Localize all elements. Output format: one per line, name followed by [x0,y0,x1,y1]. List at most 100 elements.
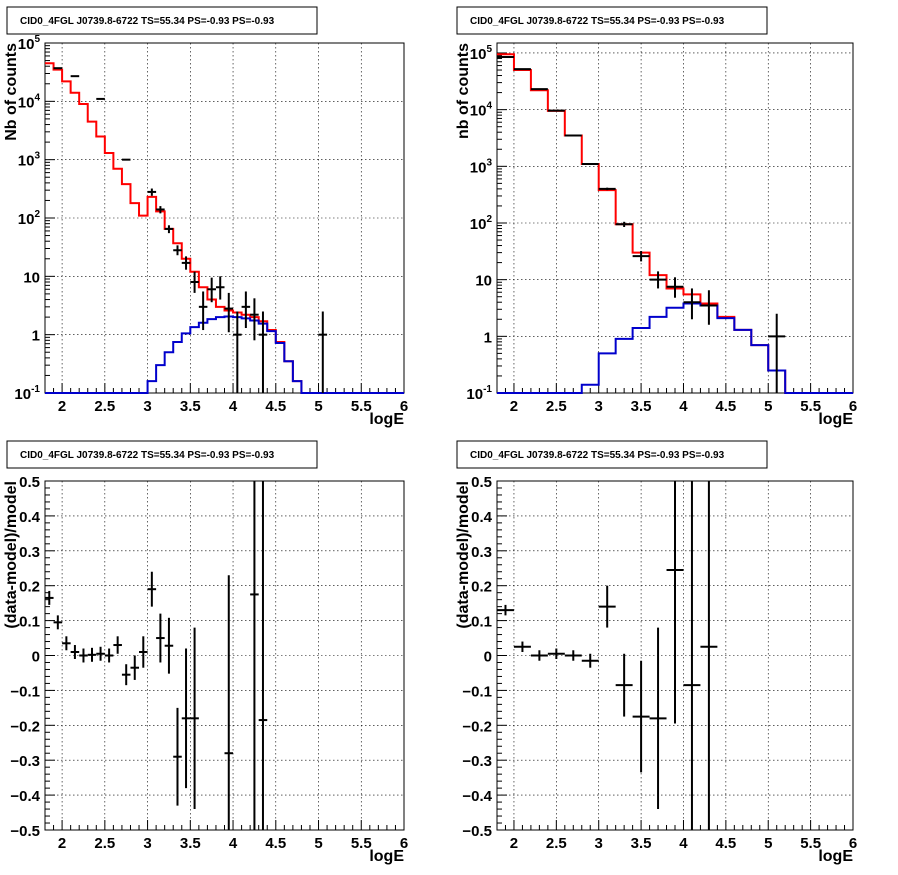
data-point [683,481,701,830]
data-point [547,648,565,659]
y-tick-label: −0.5 [10,823,40,840]
title-box [456,440,768,469]
data-point [130,655,140,680]
x-tick-label: 6 [849,835,857,852]
data-point [224,575,234,830]
x-tick-label: 5 [314,835,322,852]
x-tick-label: 6 [849,398,857,415]
data-point [666,481,684,724]
y-tick-label: 102 [470,214,493,233]
data-point [632,660,650,773]
histogram-series-red [45,62,404,394]
x-tick-label: 5 [764,835,772,852]
data-point [190,627,199,810]
data-point [258,481,268,830]
x-tick-label: 3 [595,835,603,852]
data-point [156,206,165,214]
y-tick-label: 0.2 [19,579,40,596]
x-tick-label: 5.5 [800,398,821,415]
data-point [649,271,667,289]
x-tick-label: 2.5 [546,835,567,852]
data-point [615,221,633,227]
data-point [62,636,71,651]
x-axis-label: logE [369,848,404,865]
data-point [104,648,114,663]
y-tick-label: −0.4 [462,788,492,805]
y-tick-label: 0.5 [19,474,40,491]
x-tick-label: 3.5 [180,835,201,852]
panel-bottom-left: CID0_4FGL J0739.8-6722 TS=55.34 PS=-0.93… [3,440,408,865]
data-point [198,291,208,331]
x-tick-label: 5.5 [351,835,372,852]
data-point [181,256,191,270]
y-tick-label: −0.4 [10,788,40,805]
data-point [258,311,268,393]
data-point [79,648,88,663]
data-point [181,648,191,789]
x-tick-label: 2 [510,835,518,852]
y-tick-label: 0 [32,649,40,666]
y-tick-label: −0.3 [462,753,492,770]
x-tick-label: 4.5 [265,398,286,415]
data-point [250,298,259,341]
x-tick-label: 4 [679,398,688,415]
y-tick-label: 1 [32,328,40,345]
x-tick-label: 4.5 [265,835,286,852]
panel-bottom-right: CID0_4FGL J0739.8-6722 TS=55.34 PS=-0.93… [455,440,857,865]
data-point [241,291,251,329]
data-point [700,290,718,325]
x-tick-label: 3.5 [180,398,201,415]
y-tick-label: 0.1 [471,614,492,631]
data-point [683,288,701,320]
x-tick-label: 3.5 [631,398,652,415]
y-tick-label: 0.3 [471,544,492,561]
data-point [224,292,234,333]
data-point [581,162,599,165]
x-tick-label: 2.5 [546,398,567,415]
data-point [113,636,122,654]
data-point [70,645,80,659]
x-tick-label: 4 [229,835,238,852]
x-tick-label: 5.5 [800,835,821,852]
x-tick-label: 4 [229,398,238,415]
x-axis-label: logE [818,411,853,428]
y-tick-label: 103 [18,151,41,170]
x-tick-label: 2 [58,398,66,415]
data-point [173,707,182,806]
histogram-series-blue [45,315,404,394]
data-point [318,311,328,393]
x-tick-label: 5 [314,398,322,415]
histogram-series-red [497,53,853,394]
x-tick-label: 2.5 [94,398,115,415]
title-box [6,6,318,35]
y-axis-label: Nb of counts [3,43,20,141]
y-tick-label: 10 [475,273,492,290]
plot-frame [496,42,854,394]
data-point [53,615,63,630]
x-tick-label: 4.5 [715,398,736,415]
data-point [581,653,599,668]
data-point [164,617,174,674]
data-point [615,653,633,717]
y-tick-label: −0.2 [10,718,40,735]
data-point [96,646,105,661]
y-tick-label: −0.1 [10,683,40,700]
data-point [598,585,616,628]
chart-title: CID0_4FGL J0739.8-6722 TS=55.34 PS=-0.93… [20,16,275,27]
y-tick-label: 105 [18,34,41,53]
data-point [173,245,182,256]
x-tick-label: 4 [679,835,688,852]
y-tick-label: 102 [18,209,41,228]
x-tick-label: 2.5 [94,835,115,852]
data-point [87,647,97,662]
x-tick-label: 3 [143,835,151,852]
data-point [649,627,667,810]
y-tick-label: −0.1 [462,683,492,700]
y-tick-label: 0.5 [471,474,492,491]
data-point [598,187,616,191]
histogram-series-blue [497,302,853,394]
data-point [564,650,582,661]
data-point [45,590,54,605]
data-point [190,271,199,293]
